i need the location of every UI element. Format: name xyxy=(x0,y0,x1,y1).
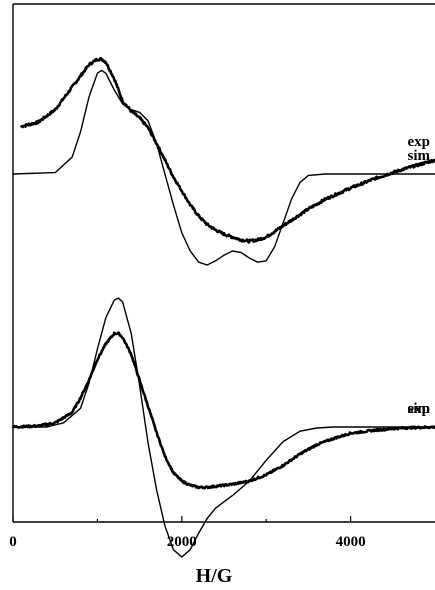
x-tick-label: 0 xyxy=(9,534,17,550)
lower-exp-series-line xyxy=(11,331,435,490)
upper-sim-series-line xyxy=(12,69,435,266)
chart-axes: 0 2000 4000 xyxy=(9,3,435,550)
curve-label-exp: exp xyxy=(408,401,431,417)
curve-label-exp: exp xyxy=(408,134,431,150)
x-tick-label: 2000 xyxy=(167,534,197,550)
lower-sim-series-line xyxy=(13,297,435,558)
plot-area xyxy=(11,57,435,558)
upper-exp-series-line xyxy=(20,57,435,244)
x-axis-title: H/G xyxy=(196,565,233,587)
x-tick-label: 4000 xyxy=(336,534,366,550)
curve-label-sim: sim xyxy=(408,401,431,417)
curve-label-sim: sim xyxy=(408,148,431,164)
